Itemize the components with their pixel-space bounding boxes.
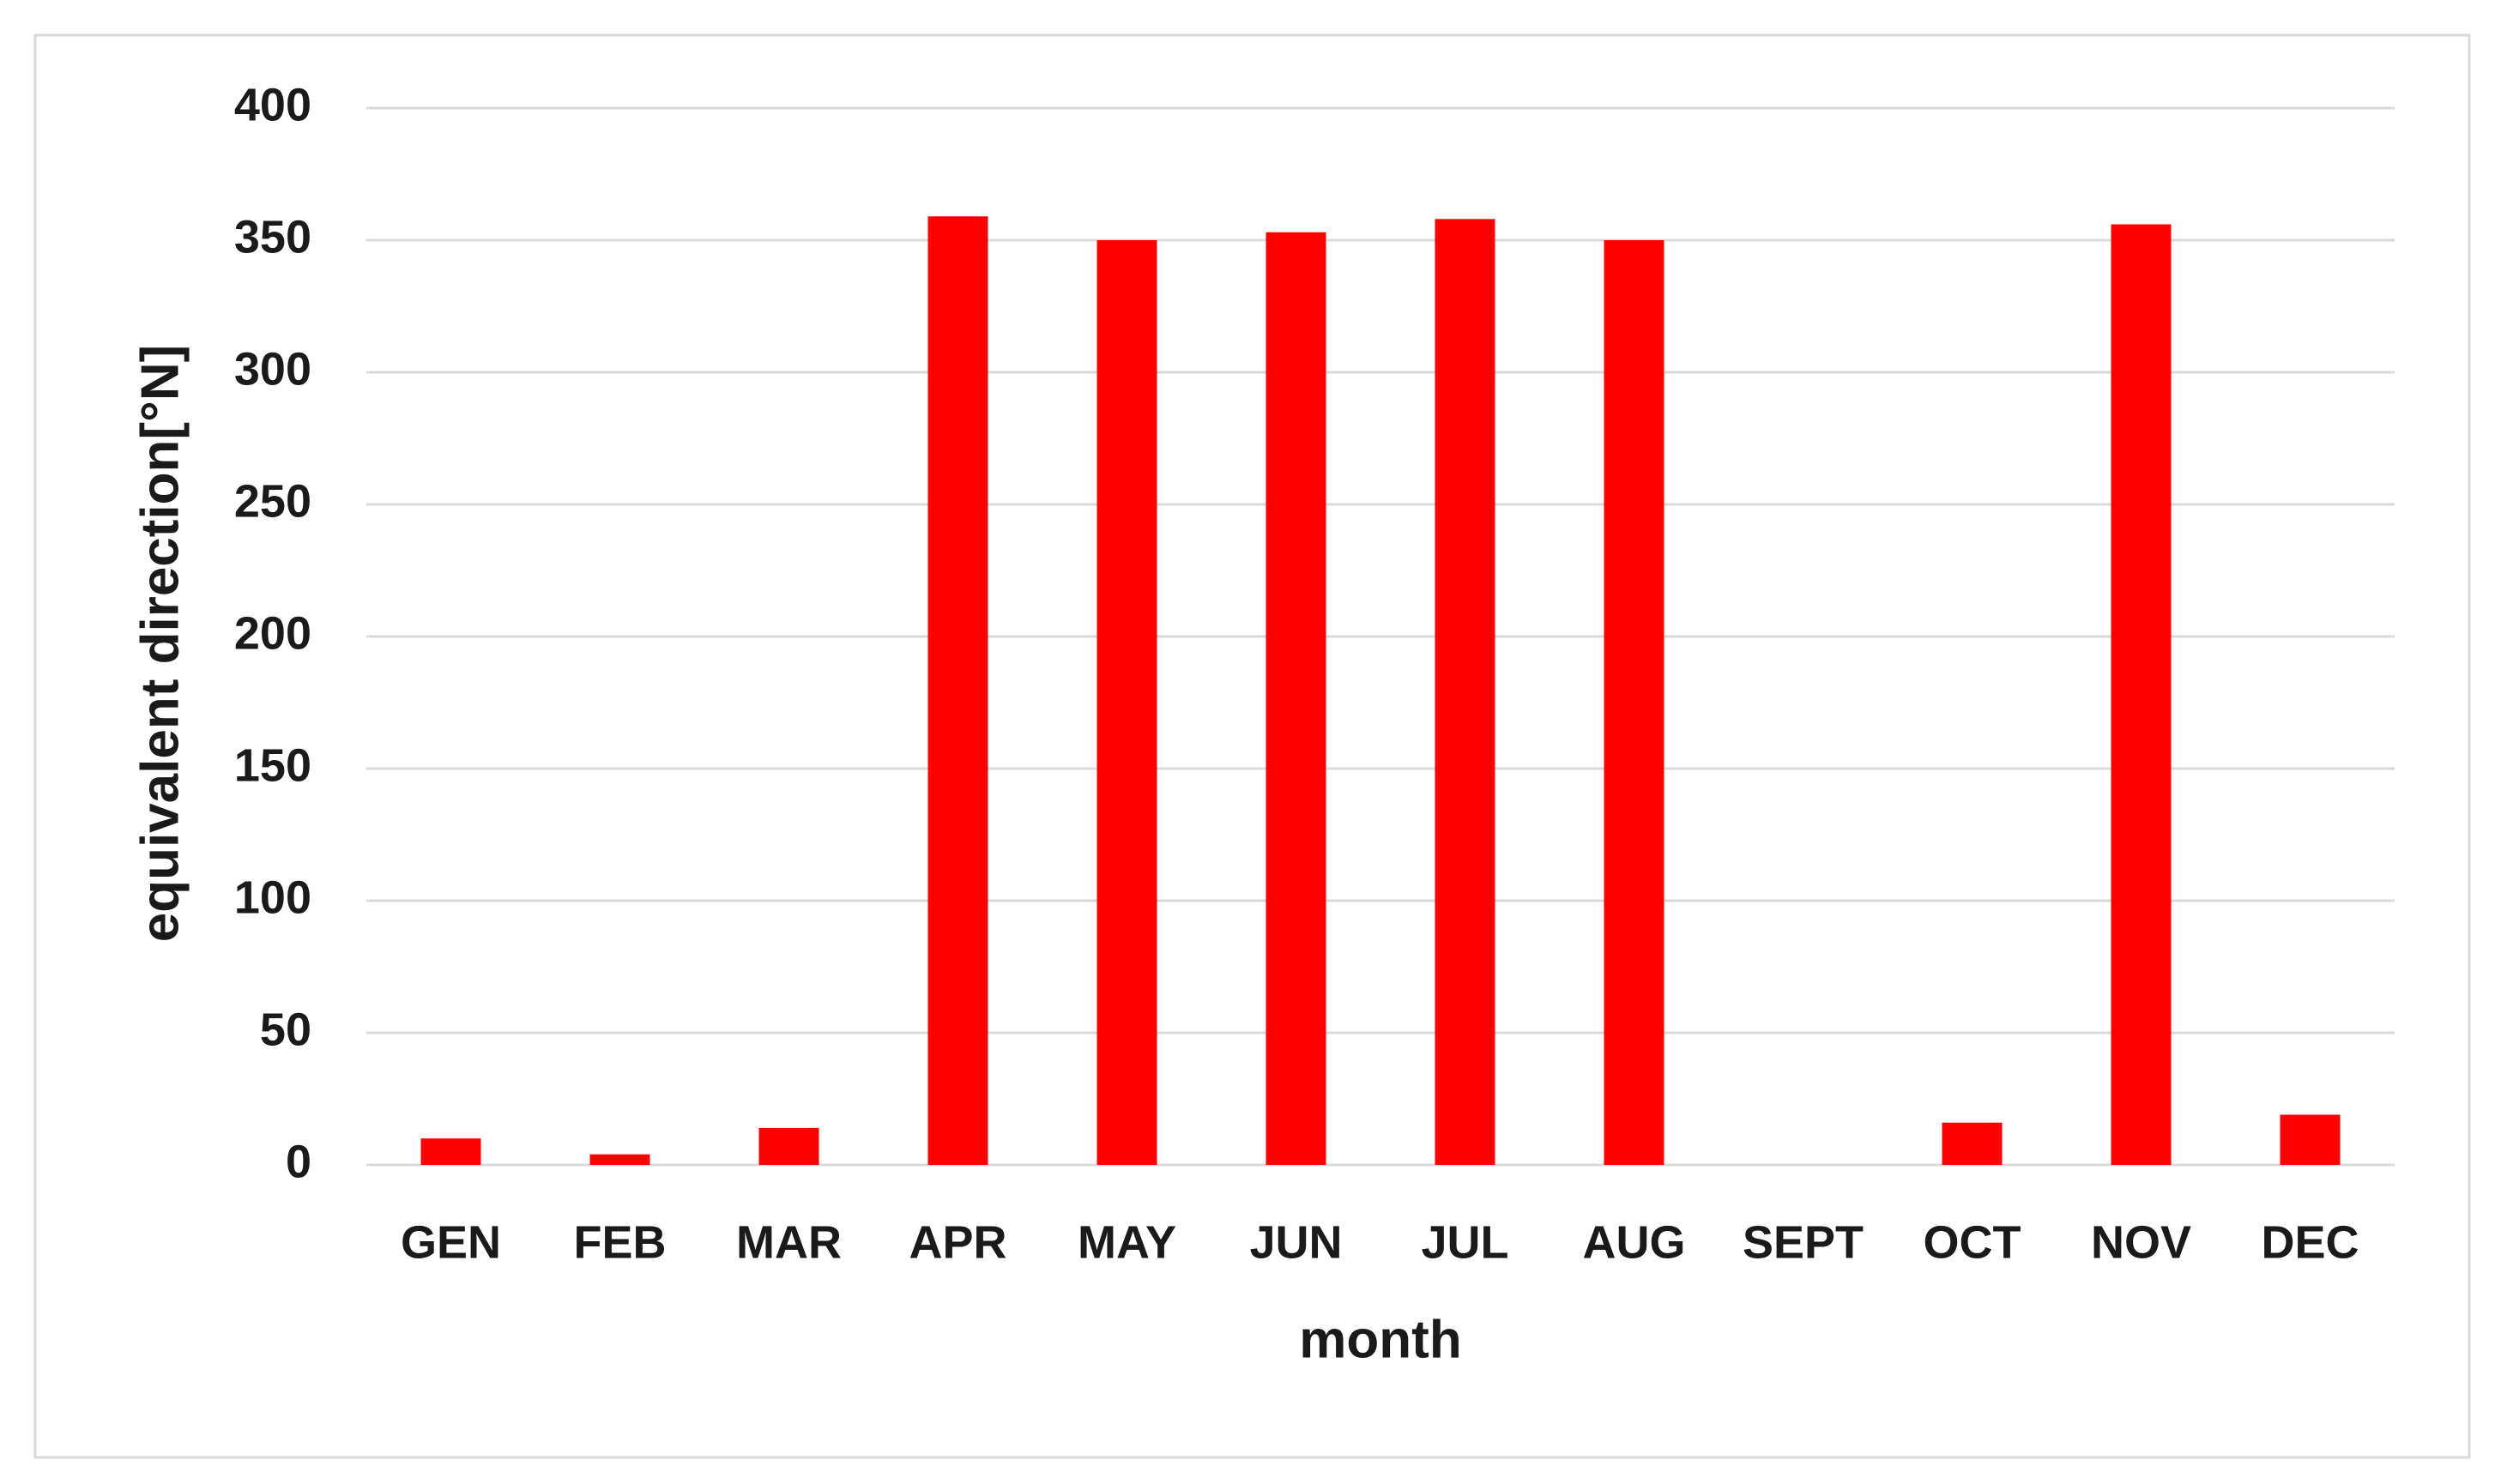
y-tick-label: 150	[234, 739, 311, 791]
x-tick-label: APR	[909, 1216, 1006, 1268]
x-tick-label: OCT	[1924, 1216, 2021, 1268]
x-tick-label: FEB	[574, 1216, 667, 1268]
y-tick-label: 400	[234, 79, 311, 130]
bar	[2111, 224, 2172, 1165]
y-tick-label: 300	[234, 343, 311, 395]
y-tick-label: 50	[260, 1004, 311, 1055]
y-tick-label: 200	[234, 607, 311, 659]
y-tick-label: 350	[234, 211, 311, 262]
x-tick-label: MAY	[1078, 1216, 1176, 1268]
chart-border	[33, 33, 2471, 1459]
y-tick-label: 100	[234, 872, 311, 923]
bar	[758, 1127, 819, 1165]
bar	[927, 216, 988, 1165]
x-tick-label: JUL	[1421, 1216, 1508, 1268]
bar	[1942, 1122, 2003, 1165]
bar	[1096, 240, 1157, 1165]
bar	[2280, 1114, 2341, 1165]
x-tick-label: DEC	[2261, 1216, 2359, 1268]
bar	[1266, 232, 1326, 1165]
x-tick-label: JUN	[1249, 1216, 1342, 1268]
x-tick-label: SEPT	[1743, 1216, 1864, 1268]
bar	[1435, 219, 1495, 1166]
x-tick-label: GEN	[401, 1216, 501, 1268]
x-tick-label: MAR	[736, 1216, 842, 1268]
x-tick-label: NOV	[2091, 1216, 2191, 1268]
x-axis-title: month	[1299, 1310, 1461, 1369]
y-tick-label: 250	[234, 475, 311, 527]
y-axis-title: equivalent direction[°N]	[130, 345, 190, 943]
x-tick-label: AUG	[1583, 1216, 1686, 1268]
bar	[1604, 240, 1664, 1165]
y-tick-label: 0	[286, 1136, 311, 1187]
bar	[420, 1138, 481, 1165]
bar	[589, 1154, 650, 1165]
